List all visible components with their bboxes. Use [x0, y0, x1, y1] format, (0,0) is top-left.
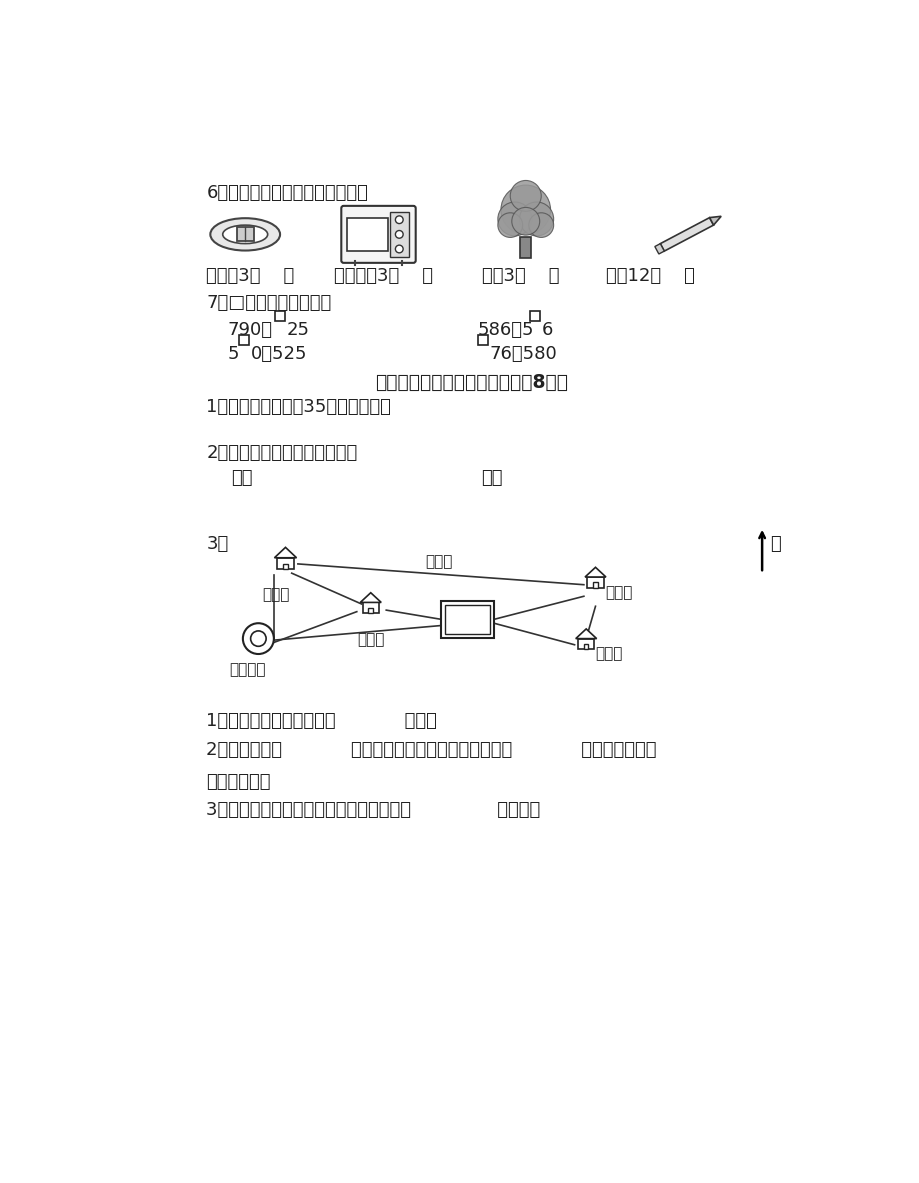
Circle shape [528, 213, 553, 238]
Polygon shape [709, 216, 720, 225]
Text: 儿童乐园: 儿童乐园 [229, 661, 266, 677]
Circle shape [501, 185, 550, 234]
Bar [593, 582, 597, 588]
Circle shape [519, 202, 553, 235]
Text: 3、: 3、 [206, 535, 229, 552]
Bar [445, 605, 490, 634]
Bar [277, 557, 294, 569]
Circle shape [511, 207, 539, 235]
Text: 0＜525: 0＜525 [250, 345, 307, 363]
Text: 钝角: 钝角 [231, 470, 253, 487]
Text: 1、小明家在儿童乐园的（            ）面。: 1、小明家在儿童乐园的（ ）面。 [206, 712, 437, 730]
Text: 3、要从小刚家直接走到儿童乐园只要向（               ）面走。: 3、要从小刚家直接走到儿童乐园只要向（ ）面走。 [206, 801, 540, 819]
Bar [389, 212, 409, 257]
Text: 小明家: 小明家 [262, 587, 289, 602]
Polygon shape [584, 568, 606, 577]
Text: 小刚家: 小刚家 [357, 632, 384, 647]
Text: 2、画出一个钝角和一个锐角。: 2、画出一个钝角和一个锐角。 [206, 444, 357, 461]
Text: 小强家: 小强家 [604, 584, 631, 600]
Circle shape [510, 181, 540, 212]
Bar [584, 644, 588, 649]
Bar [369, 608, 372, 613]
Polygon shape [660, 218, 713, 251]
Polygon shape [654, 244, 664, 254]
Circle shape [395, 231, 403, 238]
Text: 2、小红家向（            ）面走，可以直接到小强家，向（            ）面走，可以直: 2、小红家向（ ）面走，可以直接到小强家，向（ ）面走，可以直 [206, 741, 656, 759]
Bar [239, 335, 249, 345]
Text: 76＞580: 76＞580 [489, 345, 557, 363]
Bar [362, 602, 379, 613]
Bar [283, 563, 288, 569]
Text: 小红家: 小红家 [595, 646, 622, 661]
Circle shape [243, 623, 274, 654]
Circle shape [497, 202, 531, 235]
Circle shape [497, 213, 522, 238]
Bar [520, 237, 530, 258]
Text: 586＞5: 586＞5 [477, 321, 534, 338]
Bar [441, 601, 494, 638]
Text: 图书馆: 图书馆 [453, 613, 482, 628]
Polygon shape [575, 629, 596, 639]
Bar [347, 218, 388, 251]
Text: 7、□里填上合适的数。: 7、□里填上合适的数。 [206, 293, 332, 311]
Ellipse shape [222, 225, 267, 244]
Text: 6、、在括号里填上合适的单位。: 6、、在括号里填上合适的单位。 [206, 185, 368, 202]
Text: 锐角: 锐角 [481, 470, 502, 487]
Text: 790＜: 790＜ [227, 321, 272, 338]
Text: 四、量一量、画一画、写一写（8分）: 四、量一量、画一画、写一写（8分） [375, 373, 567, 392]
Circle shape [250, 631, 266, 646]
Text: 树高3（    ）: 树高3（ ） [482, 266, 560, 285]
Bar [275, 311, 285, 321]
Text: 1、用直尺画出一条35毫米的线段。: 1、用直尺画出一条35毫米的线段。 [206, 397, 391, 415]
Text: 25: 25 [287, 321, 310, 338]
Text: 北: 北 [769, 535, 780, 552]
Bar [236, 227, 254, 241]
Bar [477, 335, 487, 345]
Bar [530, 311, 539, 321]
Text: 科技馆: 科技馆 [425, 554, 452, 569]
Text: 接到图书馆。: 接到图书馆。 [206, 774, 271, 791]
Circle shape [395, 215, 403, 224]
Bar [586, 577, 603, 588]
Text: 皮带厚3（    ）: 皮带厚3（ ） [206, 266, 294, 285]
Text: 5: 5 [227, 345, 239, 363]
FancyBboxPatch shape [341, 206, 415, 263]
Text: 6: 6 [541, 321, 553, 338]
Bar [577, 639, 594, 649]
Circle shape [395, 245, 403, 253]
Polygon shape [360, 593, 380, 602]
Polygon shape [274, 548, 296, 557]
Text: 微波炉高3（    ）: 微波炉高3（ ） [334, 266, 432, 285]
Text: 铅等12（    ）: 铅等12（ ） [606, 266, 695, 285]
Ellipse shape [210, 218, 279, 251]
